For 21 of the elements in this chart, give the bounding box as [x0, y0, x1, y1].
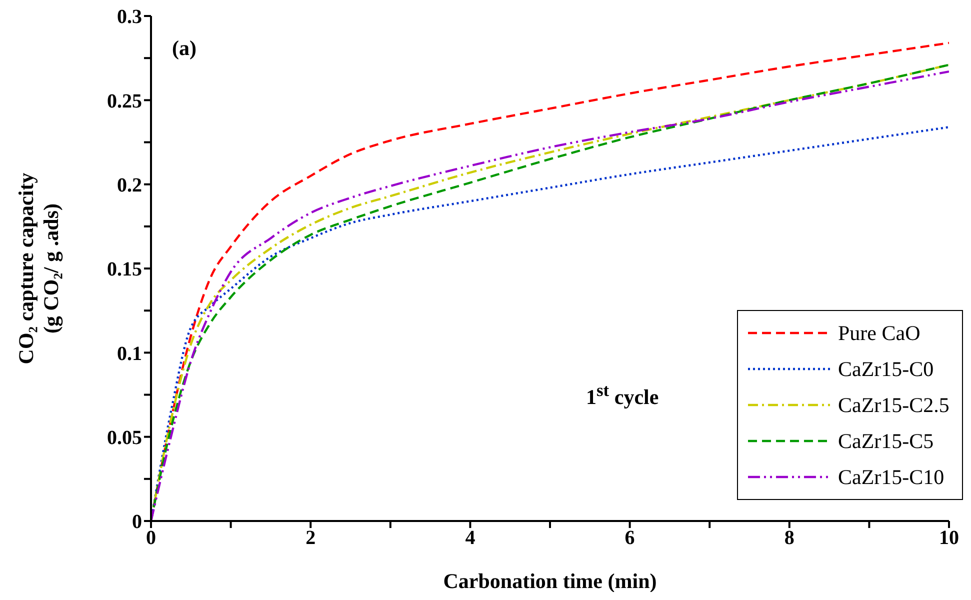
x-tick-label: 6	[624, 527, 635, 550]
x-tick-label: 8	[784, 527, 794, 550]
y-tick-label: 0	[132, 511, 142, 534]
y-tick-label: 0.2	[117, 174, 142, 196]
annotation: 1$^{st}$ cycle	[586, 380, 659, 410]
legend-label: CaZr15-C10	[838, 464, 944, 490]
x-tick-label: 2	[306, 527, 316, 550]
legend-label: Pure CaO	[838, 320, 920, 346]
legend-label: CaZr15-C0	[838, 356, 934, 382]
x-tick-label: 10	[939, 527, 959, 550]
y-axis-title: CO₂ capture capacity (g CO₂/ g .ads)	[14, 172, 63, 364]
y-tick-label: 0.25	[107, 90, 142, 112]
x-tick-label: 0	[146, 527, 156, 550]
y-tick-label: 0.15	[107, 258, 142, 281]
legend-label: CaZr15-C5	[838, 428, 934, 454]
legend-label: CaZr15-C2.5	[838, 392, 950, 418]
x-tick-label: 4	[465, 527, 476, 550]
y-tick-label: 0.1	[117, 342, 142, 365]
annotation: (a)	[172, 36, 196, 61]
y-tick-label: 0.3	[117, 6, 142, 28]
y-tick-label: 0.05	[107, 426, 142, 449]
